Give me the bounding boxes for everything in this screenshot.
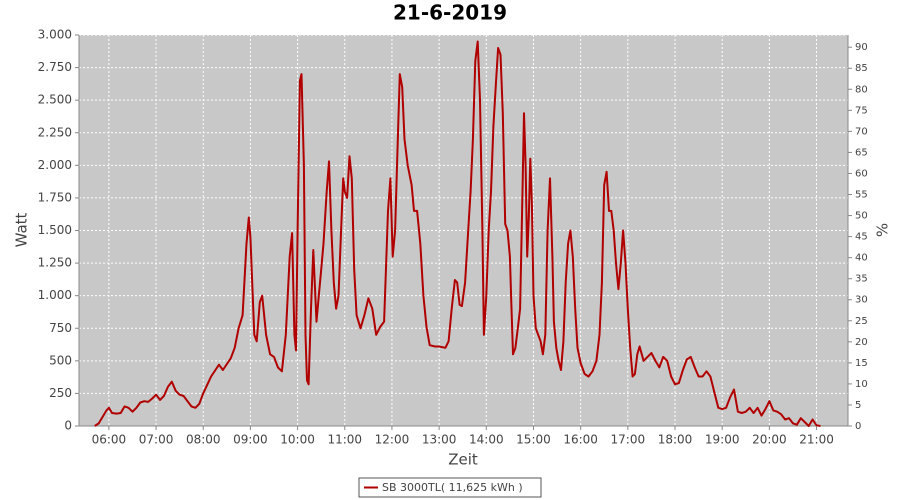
y2-tick-label: 15: [855, 358, 868, 369]
x-tick-label: 21:00: [799, 433, 834, 447]
y2-tick-label: 45: [855, 232, 868, 243]
x-tick-label: 15:00: [516, 433, 551, 447]
x-tick-label: 19:00: [705, 433, 740, 447]
data-line: [94, 40, 821, 427]
y2-tick-label: 40: [855, 253, 868, 264]
y-tick-label: 1.500: [38, 223, 72, 237]
x-tick-label: 07:00: [139, 433, 174, 447]
legend-label: SB 3000TL( 11,625 kWh ): [382, 481, 523, 494]
y2-tick-label: 5: [855, 400, 861, 411]
y2-tick-label: 75: [855, 105, 868, 116]
y2-tick-label: 85: [855, 63, 868, 74]
y2-tick-label: 70: [855, 126, 868, 137]
x-tick-label: 18:00: [658, 433, 693, 447]
y2-tick-label: 25: [855, 316, 868, 327]
x-tick-label: 13:00: [422, 433, 457, 447]
x-tick-label: 10:00: [280, 433, 315, 447]
y-axis-label: Watt: [13, 212, 31, 247]
y-tick-label: 750: [49, 321, 72, 335]
legend: SB 3000TL( 11,625 kWh ): [358, 477, 542, 498]
x-tick-label: 20:00: [752, 433, 787, 447]
x-tick-label: 17:00: [611, 433, 646, 447]
y-tick-label: 250: [49, 386, 72, 400]
y-tick-label: 1.750: [38, 190, 72, 204]
y-tick-label: 2.250: [38, 125, 72, 139]
y2-tick-label: 0: [855, 421, 861, 432]
y-tick-label: 2.500: [38, 93, 72, 107]
y2-tick-label: 20: [855, 337, 868, 348]
x-tick-label: 08:00: [186, 433, 221, 447]
x-tick-label: 14:00: [469, 433, 504, 447]
x-axis-label: Zeit: [448, 451, 478, 469]
y2-tick-label: 90: [855, 42, 868, 53]
y-tick-label: 0: [64, 419, 72, 433]
y-tick-label: 3.000: [38, 28, 72, 42]
y2-tick-label: 50: [855, 211, 868, 222]
x-tick-label: 16:00: [563, 433, 598, 447]
x-tick-label: 11:00: [327, 433, 362, 447]
chart-title: 21-6-2019: [393, 1, 507, 25]
y2-tick-label: 10: [855, 379, 868, 390]
x-tick-label: 09:00: [233, 433, 268, 447]
x-tick-label: 12:00: [375, 433, 410, 447]
y-tick-label: 2.000: [38, 158, 72, 172]
y-tick-label: 500: [49, 353, 72, 367]
y2-tick-label: 30: [855, 295, 868, 306]
y2-tick-label: 65: [855, 147, 868, 158]
x-tick-label: 06:00: [92, 433, 127, 447]
y2-axis-label: %: [874, 223, 892, 237]
y2-tick-label: 35: [855, 274, 868, 285]
y2-tick-label: 80: [855, 84, 868, 95]
y-tick-label: 1.250: [38, 256, 72, 270]
y-tick-label: 2.750: [38, 60, 72, 74]
y-tick-label: 1.000: [38, 288, 72, 302]
y2-tick-label: 55: [855, 190, 868, 201]
legend-box: [358, 477, 542, 498]
y2-tick-label: 60: [855, 168, 868, 179]
